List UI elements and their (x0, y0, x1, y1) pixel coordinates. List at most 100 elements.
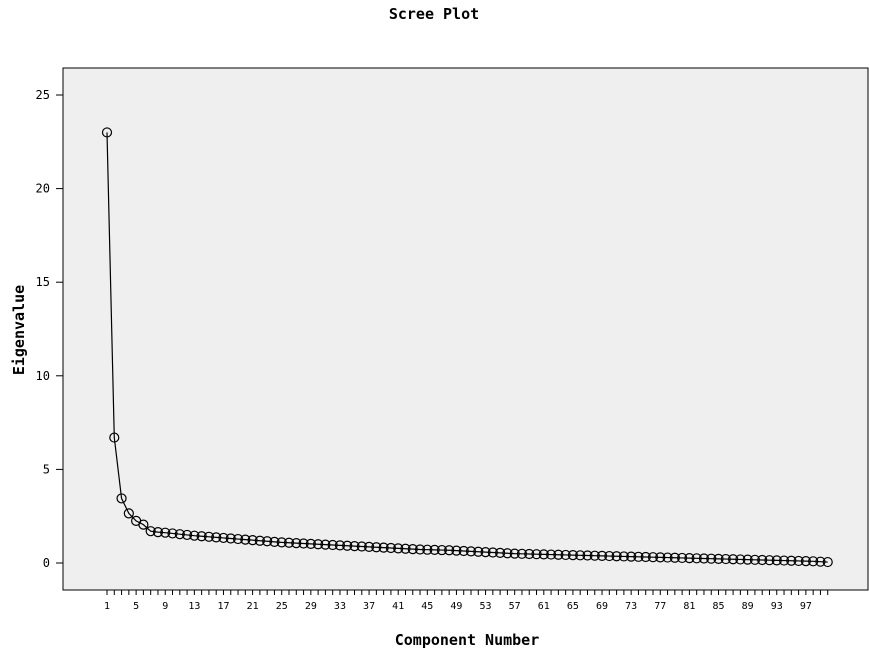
y-axis-label: Eigenvalue (10, 285, 28, 375)
data-point (684, 553, 695, 564)
data-point (116, 493, 127, 504)
data-point (283, 537, 295, 548)
data-point (305, 538, 316, 550)
x-tick-label: 17 (217, 601, 229, 612)
data-point (640, 551, 651, 563)
data-point (225, 533, 236, 544)
data-point (247, 535, 258, 546)
data-point (502, 548, 513, 559)
data-point (808, 556, 819, 567)
data-point (152, 527, 164, 538)
x-tick-label: 29 (305, 601, 317, 612)
data-point (291, 538, 302, 549)
x-tick-label: 57 (509, 601, 521, 612)
y-tick-label: 5 (43, 462, 50, 476)
x-tick-label: 81 (683, 601, 695, 612)
x-axis: 1 5 9 13 17 21 25 29 33 37 41 45 49 53 57 61 65 69 73 77 81 8… (104, 590, 829, 612)
x-tick-label: 1 (104, 601, 110, 612)
x-tick-label: 5 (133, 601, 139, 612)
data-point (698, 553, 710, 564)
data-point (582, 550, 593, 561)
data-point (822, 556, 833, 568)
data-point (626, 551, 637, 562)
x-tick-label: 97 (800, 601, 812, 612)
data-point (436, 544, 447, 556)
data-point (553, 549, 564, 560)
data-point (793, 555, 804, 567)
data-point (713, 553, 724, 564)
data-point (174, 529, 185, 540)
x-tick-label: 13 (188, 601, 200, 612)
x-tick-label: 73 (625, 601, 637, 612)
data-point (618, 551, 629, 562)
data-point (363, 541, 375, 553)
x-tick-label: 45 (421, 601, 433, 612)
data-point (669, 552, 680, 563)
data-point (677, 552, 688, 564)
x-tick-label: 21 (247, 601, 259, 612)
data-point (254, 535, 265, 546)
eigenvalue-line (106, 132, 828, 563)
data-point (465, 546, 477, 557)
data-point (771, 555, 782, 566)
data-point (538, 549, 549, 560)
data-point (203, 531, 215, 542)
data-point (778, 555, 790, 566)
data-point (749, 554, 761, 565)
data-point (611, 551, 622, 562)
data-point (160, 527, 171, 538)
data-point (145, 526, 156, 537)
data-point (735, 554, 746, 565)
data-point (764, 555, 775, 566)
data-point (451, 545, 462, 556)
x-tick-label: 61 (538, 601, 550, 612)
data-point (480, 547, 491, 558)
data-point (422, 544, 433, 555)
x-tick-label: 49 (450, 601, 462, 612)
x-tick-label: 41 (392, 601, 404, 612)
x-tick-label: 85 (712, 601, 724, 612)
data-point (800, 556, 811, 567)
y-tick-label: 25 (36, 88, 50, 102)
data-point (720, 553, 731, 565)
data-point (211, 532, 222, 543)
data-point (757, 554, 768, 566)
data-point (815, 556, 826, 567)
data-point (596, 550, 608, 561)
data-point (109, 432, 120, 443)
data-point (473, 546, 484, 557)
x-tick-label: 33 (334, 601, 346, 612)
data-point (356, 541, 367, 552)
x-tick-label: 53 (480, 601, 492, 612)
data-point (327, 539, 338, 551)
data-point (320, 539, 331, 550)
data-point (655, 552, 666, 563)
x-tick-label: 69 (596, 601, 608, 612)
x-tick-label: 9 (162, 601, 168, 612)
data-point (138, 519, 149, 530)
data-point (589, 550, 600, 561)
data-point (414, 544, 426, 555)
data-point (313, 539, 324, 550)
data-point (662, 552, 673, 563)
data-point (604, 550, 615, 562)
data-point (240, 534, 251, 545)
data-point (487, 547, 498, 558)
data-point (633, 551, 644, 562)
data-point (509, 548, 520, 559)
x-tick-label: 37 (363, 601, 375, 612)
data-point (727, 554, 739, 565)
data-point (378, 542, 389, 553)
data-point (196, 531, 207, 542)
data-point (647, 552, 659, 563)
data-point (269, 536, 280, 547)
data-point (232, 533, 244, 545)
y-tick-label: 10 (36, 369, 50, 383)
data-point (393, 543, 404, 554)
data-point (575, 550, 586, 561)
data-point (458, 545, 469, 557)
data-point (218, 532, 229, 544)
data-point (262, 536, 273, 547)
data-point (342, 540, 353, 551)
x-tick-label: 77 (654, 601, 666, 612)
